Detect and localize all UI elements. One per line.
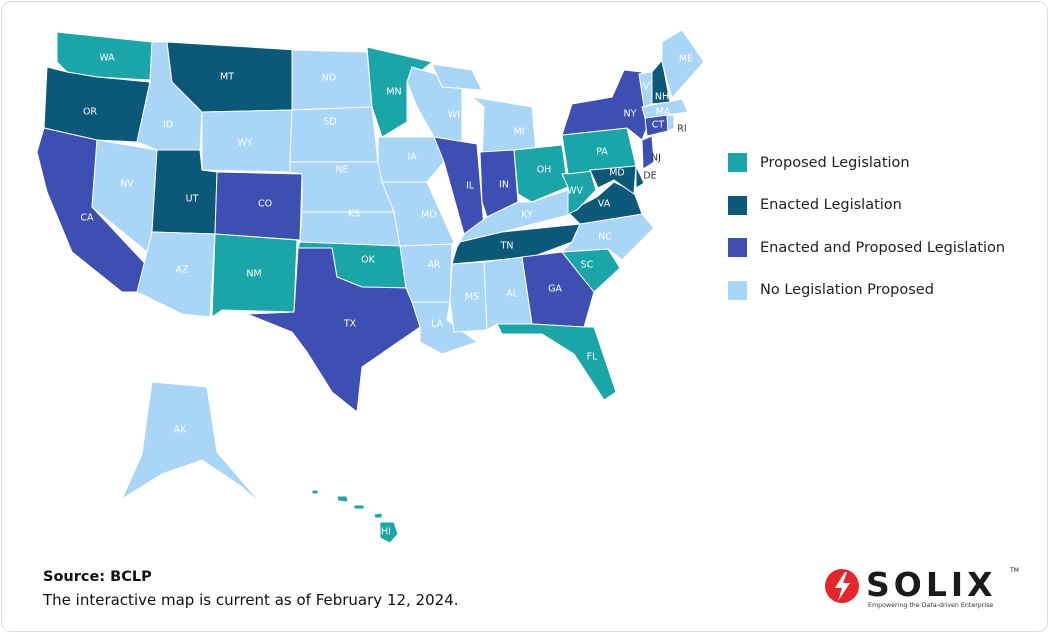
state-shape (521, 251, 595, 328)
logo-tagline: Empowering the Data-driven Enterprise (868, 602, 993, 609)
state-label: MT (220, 72, 234, 83)
state-shape (399, 243, 453, 303)
state-label: NE (335, 165, 348, 176)
state-shape (336, 495, 349, 503)
state-label: VA (598, 199, 611, 210)
state-shape (379, 521, 399, 544)
state-label: VT (643, 82, 655, 93)
state-label: SD (323, 117, 336, 128)
state-shape (353, 504, 365, 510)
logo-name: SOLIX (866, 565, 997, 604)
state-label: NY (624, 109, 637, 120)
state-shape (449, 261, 488, 333)
legend-swatch (728, 280, 747, 300)
state-label: GA (548, 284, 562, 295)
legend-item: Enacted and Proposed Legislation (728, 237, 1005, 258)
state-label: TN (500, 241, 514, 252)
state-shape (120, 381, 265, 508)
legend-label: Enacted and Proposed Legislation (760, 239, 1006, 256)
state-label: NV (120, 179, 134, 190)
state-label: AK (174, 425, 187, 436)
state-shape (211, 233, 298, 318)
legend: Proposed Legislation Enacted Legislation E… (728, 152, 1005, 322)
state-shape (411, 301, 479, 355)
state-label: ME (679, 54, 693, 65)
state-label: KS (348, 209, 360, 220)
state-label: FL (587, 352, 598, 363)
state-label: NM (246, 269, 261, 280)
state-label: IN (499, 180, 509, 191)
state-shape (311, 489, 319, 495)
legend-swatch (728, 153, 747, 172)
legend-item: Enacted Legislation (728, 195, 1005, 216)
legend-label: No Legislation Proposed (760, 282, 934, 298)
state-label: DE (643, 171, 656, 182)
state-label: MI (514, 127, 525, 138)
logo-mark: TM (1009, 567, 1019, 574)
state-label: RI (677, 124, 686, 135)
state-label: NC (598, 232, 612, 243)
state-shape (641, 135, 655, 170)
state-label: ND (322, 73, 336, 84)
state-label: MS (465, 292, 479, 303)
state-label: WY (237, 138, 252, 149)
state-shape (373, 512, 383, 519)
state-label: NH (655, 92, 669, 103)
state-shape (641, 98, 689, 119)
state-shape (651, 58, 671, 105)
legend-swatch (728, 238, 747, 257)
legend-label: Enacted Legislation (760, 197, 902, 213)
state-label: SC (581, 260, 594, 271)
legend-item: Proposed Legislation (728, 152, 1005, 173)
state-shape (666, 114, 675, 132)
state-label: MO (421, 210, 437, 221)
state-shape (513, 144, 569, 203)
state-label: LA (431, 319, 444, 330)
state-label: CT (652, 120, 665, 131)
state-label: AZ (175, 265, 188, 276)
state-label: WI (448, 110, 460, 121)
state-label: IL (466, 181, 475, 192)
state-label: HI (381, 527, 391, 538)
legend-label: Proposed Legislation (760, 154, 910, 171)
state-shape (289, 106, 379, 163)
state-label: OK (361, 255, 375, 266)
state-label: ID (163, 120, 173, 131)
state-label: PA (596, 147, 608, 158)
state-shape (561, 69, 648, 141)
state-label: MD (609, 168, 625, 179)
state-shape (496, 323, 617, 401)
state-shape (246, 247, 421, 413)
state-label: KY (521, 210, 533, 221)
state-shape (431, 63, 483, 91)
state-label: WV (567, 186, 583, 197)
source: Source: BCLP (43, 569, 152, 585)
state-label: NJ (651, 153, 661, 164)
state-label: CO (258, 199, 272, 210)
state-label: AR (427, 260, 440, 271)
state-label: OH (537, 165, 552, 176)
state-label: MA (656, 107, 671, 118)
state-shape (635, 165, 645, 189)
state-label: UT (186, 194, 199, 205)
logo: SOLIX TM Empowering the Data-driven Ente… (825, 565, 1019, 609)
state-shape (589, 165, 637, 195)
state-label: TX (343, 319, 357, 330)
legend-item: No Legislation Proposed (728, 280, 1005, 301)
logo-bolt (835, 572, 850, 601)
state-label: IA (407, 152, 417, 163)
state-shape (661, 29, 705, 100)
state-label: OR (83, 107, 97, 118)
state-label: WA (99, 53, 115, 64)
state-label: CA (80, 213, 94, 224)
state-label: AL (506, 289, 518, 300)
note: The interactive map is current as of Feb… (43, 591, 459, 609)
state-label: MN (386, 87, 401, 98)
legend-swatch (728, 195, 747, 215)
